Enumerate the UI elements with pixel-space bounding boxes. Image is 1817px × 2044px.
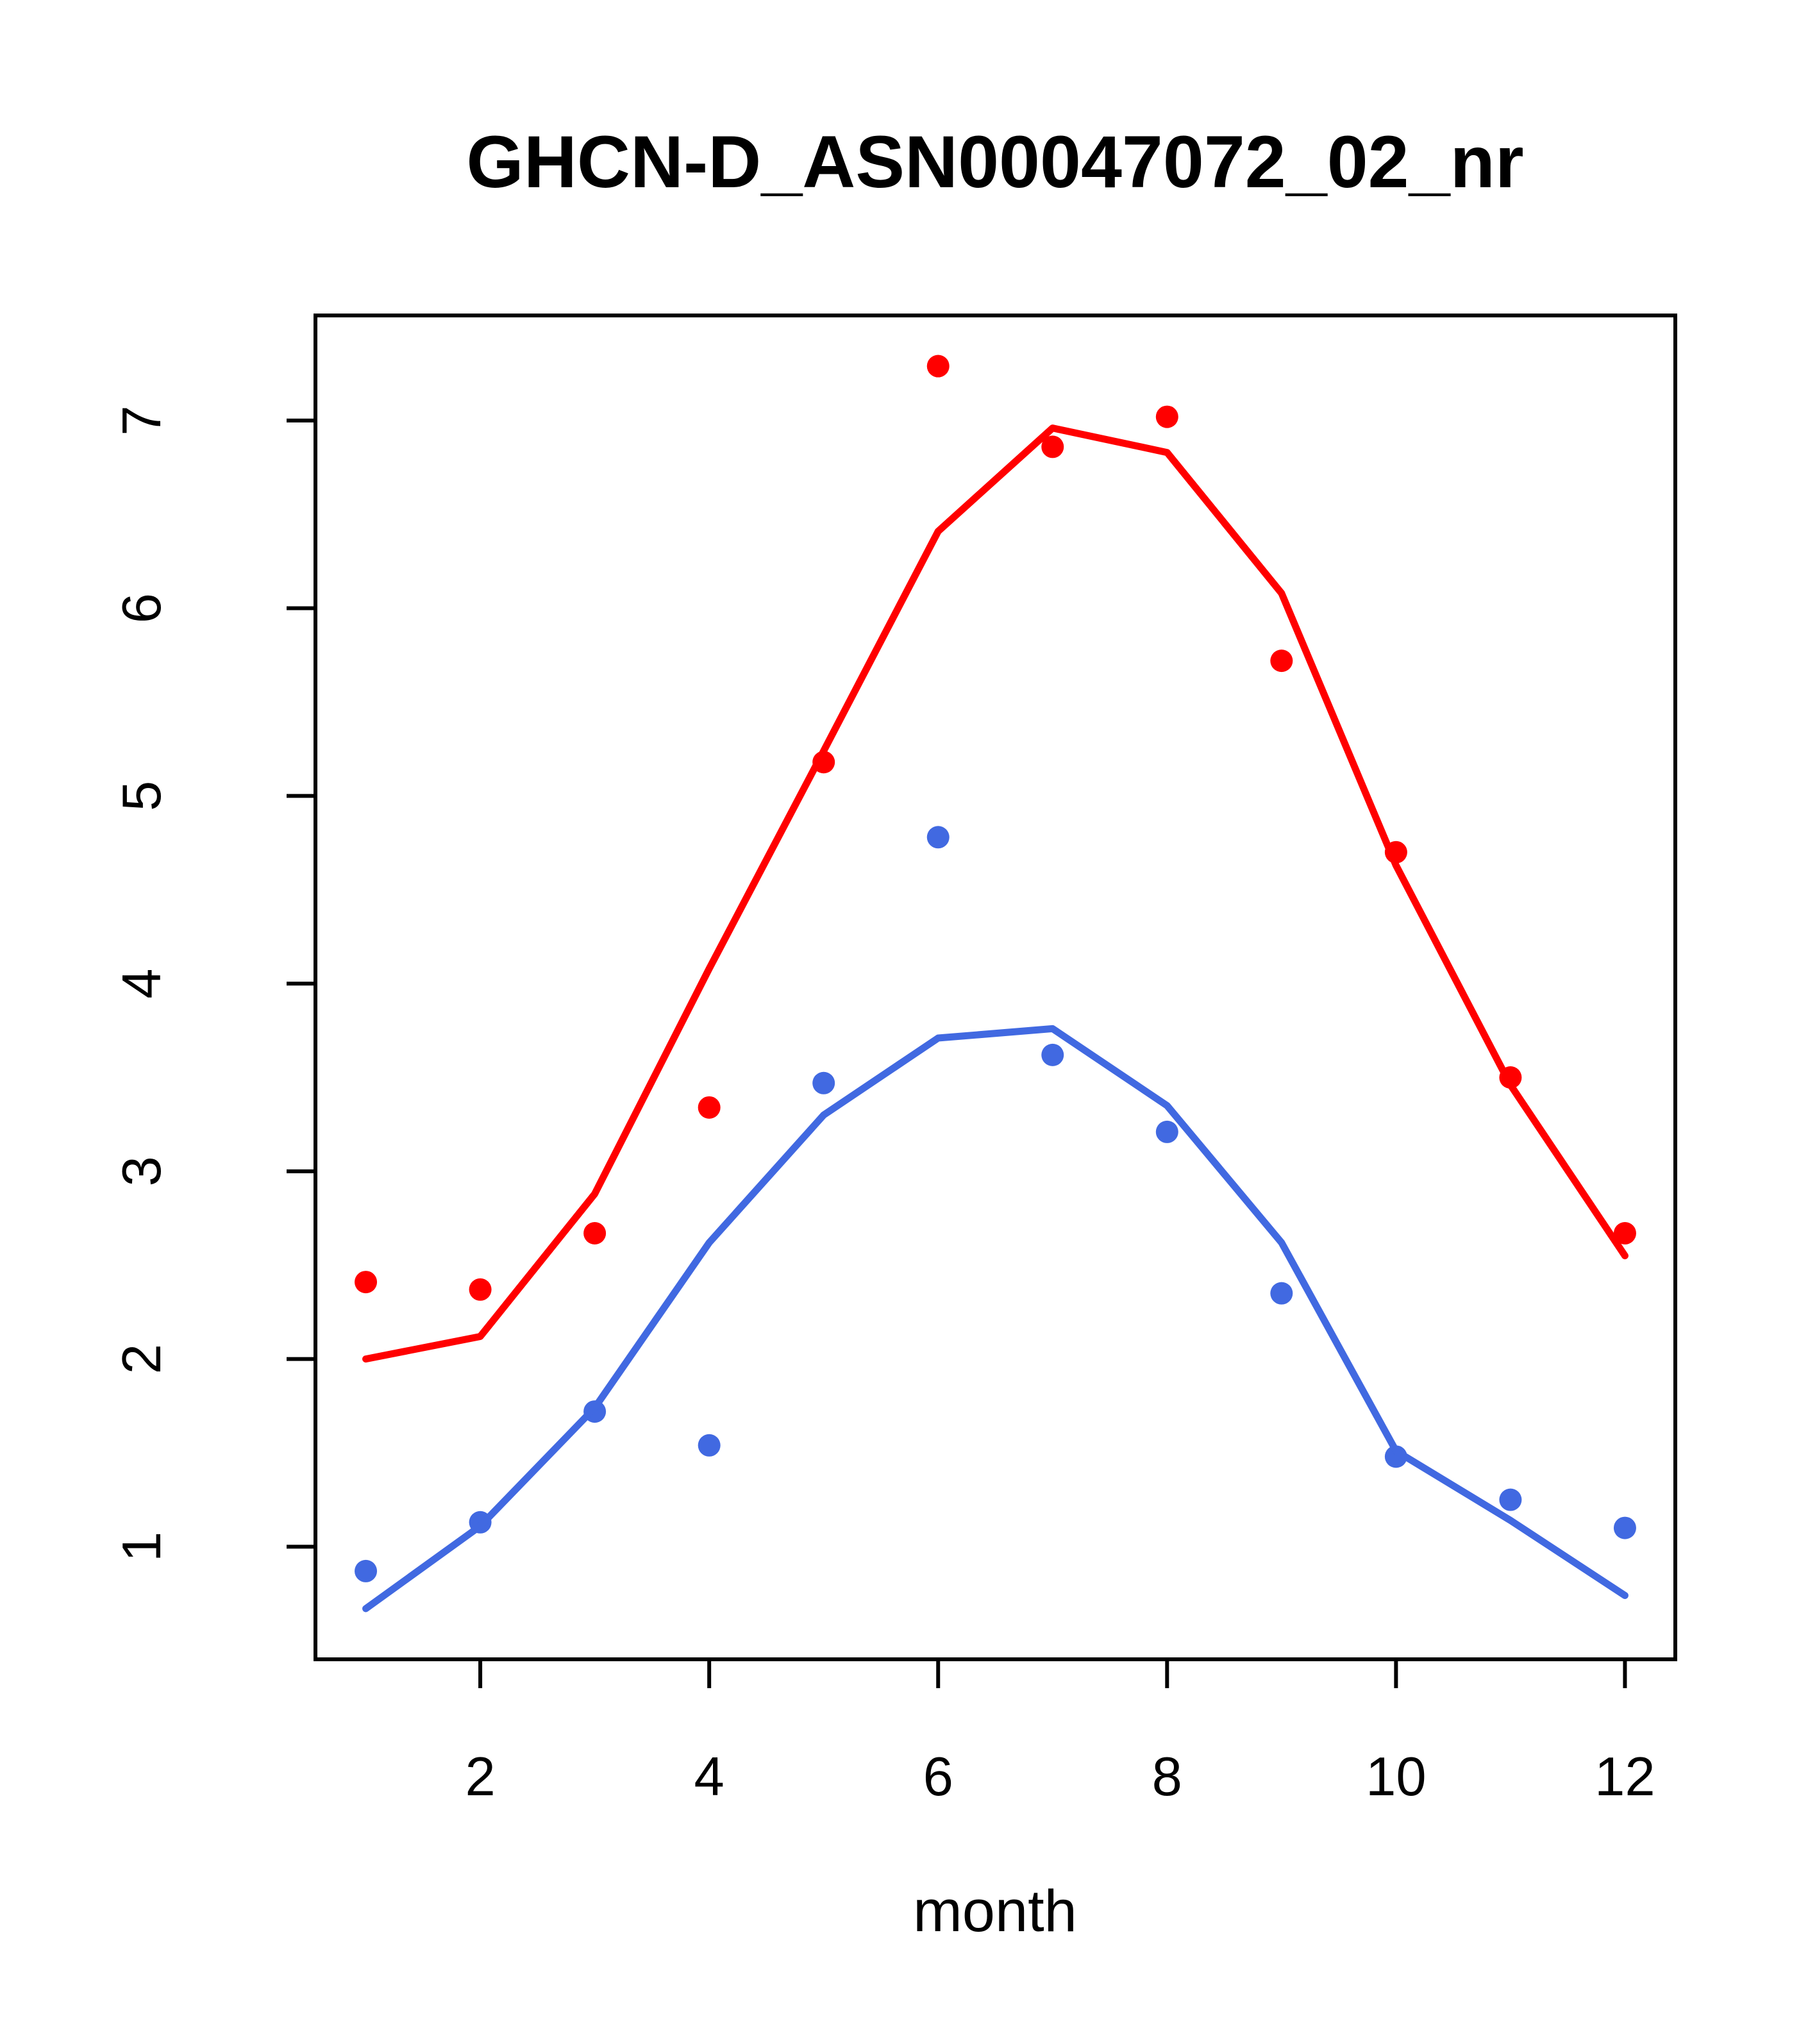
blue-point-month-5 <box>812 1071 835 1094</box>
x-axis-label: month <box>913 1879 1077 1944</box>
plot-border <box>314 314 1677 1661</box>
x-tick-label-8: 8 <box>1152 1747 1182 1807</box>
y-tick-label-6: 6 <box>112 593 172 623</box>
x-tick-label-6: 6 <box>923 1747 953 1807</box>
x-tick-label-10: 10 <box>1366 1747 1427 1807</box>
y-tick-label-3: 3 <box>112 1156 172 1186</box>
plot-box <box>314 314 1677 1661</box>
blue-fit-line-path <box>362 1025 1629 1613</box>
y-tick-label-5: 5 <box>112 781 172 811</box>
blue-point-month-1 <box>355 1559 378 1582</box>
blue-point-month-4 <box>698 1434 721 1457</box>
red-point-month-8 <box>1155 405 1178 428</box>
blue-fit-line <box>362 1025 1629 1613</box>
red-fit-line-path <box>362 424 1629 1363</box>
y-tick-label-4: 4 <box>112 969 172 999</box>
red-point-month-6 <box>926 355 950 378</box>
blue-point-month-7 <box>1041 1043 1064 1066</box>
red-point-month-3 <box>583 1221 607 1244</box>
y-tick-label-2: 2 <box>112 1344 172 1374</box>
red-point-month-2 <box>469 1278 492 1301</box>
x-tick-label-2: 2 <box>465 1747 495 1807</box>
data-series <box>355 355 1636 1613</box>
red-point-month-7 <box>1041 435 1064 458</box>
red-point-month-1 <box>355 1271 378 1294</box>
red-fit-line <box>362 424 1629 1363</box>
red-point-month-4 <box>698 1096 721 1119</box>
y-tick-label-1: 1 <box>112 1532 172 1562</box>
red-point-month-9 <box>1270 649 1293 673</box>
x-tick-label-12: 12 <box>1595 1747 1655 1807</box>
blue-point-month-12 <box>1613 1516 1636 1539</box>
chart-title: GHCN-D_ASN00047072_02_nr <box>466 121 1523 203</box>
x-tick-label-4: 4 <box>694 1747 724 1807</box>
blue-point-month-9 <box>1270 1282 1293 1305</box>
blue-point-month-8 <box>1155 1120 1178 1143</box>
blue-point-month-6 <box>926 826 950 849</box>
blue-point-month-11 <box>1499 1488 1522 1511</box>
y-tick-label-7: 7 <box>112 405 172 435</box>
red-point-month-12 <box>1613 1221 1636 1244</box>
